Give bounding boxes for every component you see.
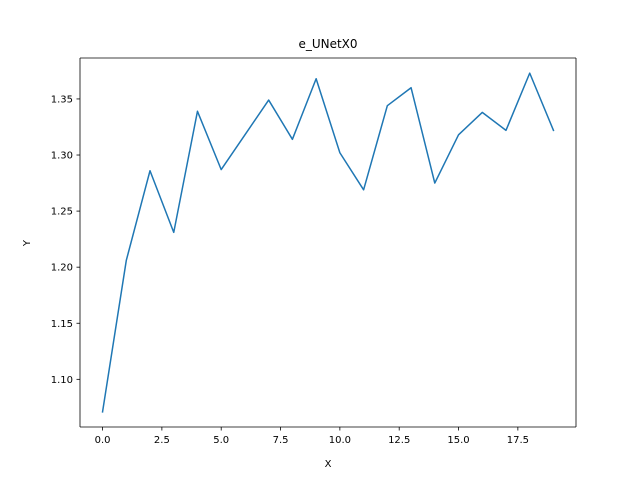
- x-tick-label: 15.0: [447, 435, 469, 446]
- y-axis-label: Y: [22, 239, 33, 247]
- y-tick-label: 1.25: [51, 207, 73, 218]
- y-tick-label: 1.30: [51, 151, 73, 162]
- x-tick-label: 17.5: [507, 435, 529, 446]
- plot-area: [80, 58, 576, 427]
- chart-title: e_UNetX0: [298, 37, 357, 51]
- x-tick-label: 5.0: [213, 435, 229, 446]
- x-tick-label: 0.0: [95, 435, 111, 446]
- y-tick-label: 1.20: [51, 263, 73, 274]
- x-tick-label: 12.5: [388, 435, 410, 446]
- x-tick-label: 2.5: [154, 435, 170, 446]
- series-line-0: [101, 72, 555, 413]
- x-tick-label: 7.5: [273, 435, 289, 446]
- y-tick-label: 1.10: [51, 375, 73, 386]
- y-tick-label: 1.35: [51, 94, 73, 105]
- x-tick-label: 10.0: [329, 435, 351, 446]
- x-axis-label: X: [325, 459, 332, 470]
- y-tick-label: 1.15: [51, 319, 73, 330]
